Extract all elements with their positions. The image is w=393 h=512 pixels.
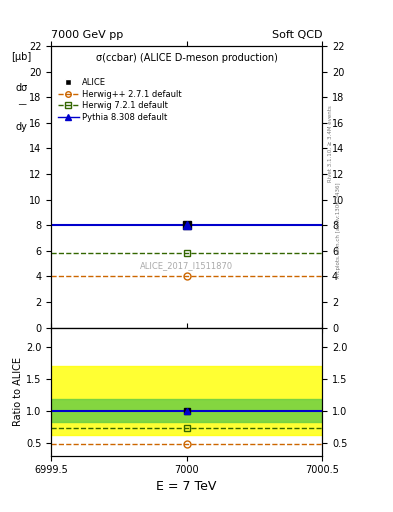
Text: [μb]: [μb] — [11, 52, 31, 62]
Text: σ(ccbar) (ALICE D-meson production): σ(ccbar) (ALICE D-meson production) — [96, 53, 277, 63]
Text: dy: dy — [15, 122, 27, 132]
X-axis label: E = 7 TeV: E = 7 TeV — [156, 480, 217, 493]
Legend: ALICE, Herwig++ 2.7.1 default, Herwig 7.2.1 default, Pythia 8.308 default: ALICE, Herwig++ 2.7.1 default, Herwig 7.… — [58, 78, 182, 122]
Text: 7000 GeV pp: 7000 GeV pp — [51, 30, 123, 40]
Y-axis label: Ratio to ALICE: Ratio to ALICE — [13, 357, 23, 426]
Text: dσ: dσ — [15, 82, 28, 93]
Bar — [51, 399, 322, 422]
Text: mcplots.cern.ch [arXiv:1306.3436]: mcplots.cern.ch [arXiv:1306.3436] — [336, 183, 341, 278]
Bar — [51, 366, 322, 435]
Text: ALICE_2017_I1511870: ALICE_2017_I1511870 — [140, 261, 233, 270]
Text: Soft QCD: Soft QCD — [272, 30, 322, 40]
Text: Rivet 3.1.10, ≥ 3.4M events: Rivet 3.1.10, ≥ 3.4M events — [328, 105, 333, 182]
Text: ──: ── — [18, 102, 27, 109]
